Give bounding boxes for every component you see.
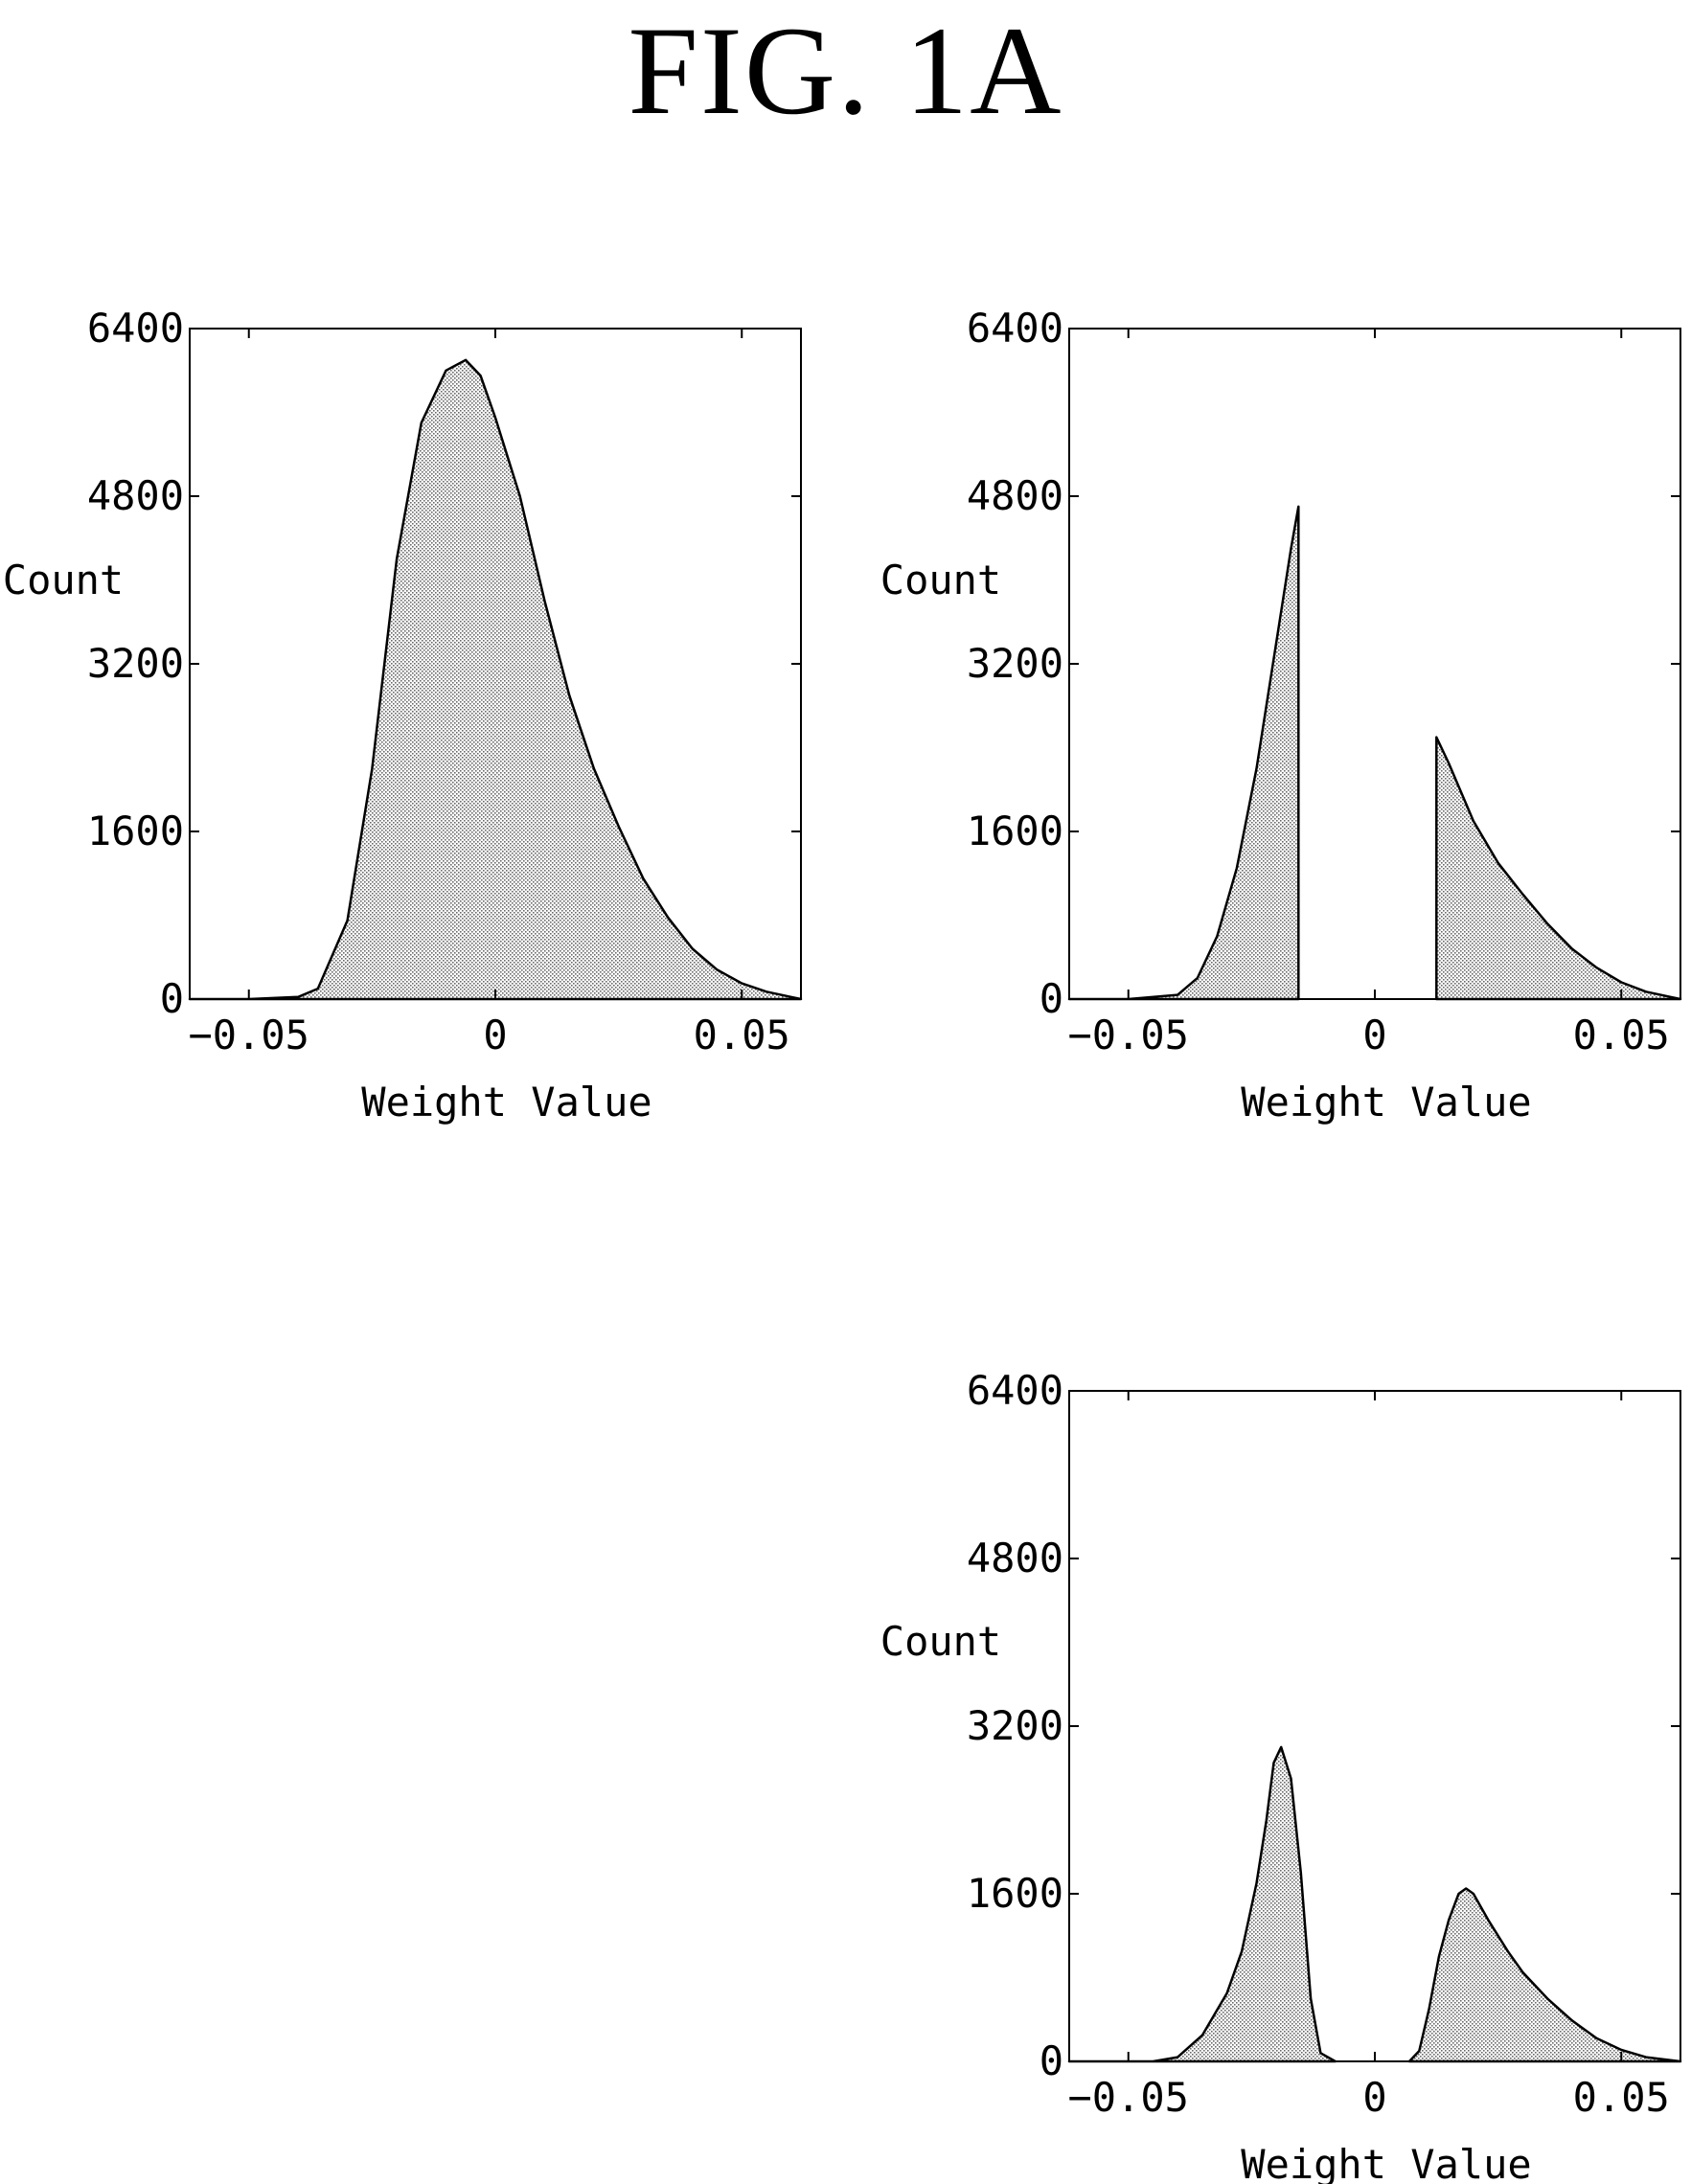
- y-tick-label: 4800: [87, 472, 184, 519]
- distribution-area-0: [188, 358, 803, 1001]
- x-tick-label: 0: [483, 1012, 507, 1058]
- y-tick-label: 0: [160, 975, 184, 1022]
- x-tick-label: −0.05: [189, 1012, 309, 1058]
- y-tick-label: 4800: [967, 472, 1063, 519]
- x-axis-label: Weight Value: [361, 1079, 651, 1126]
- x-tick-label: −0.05: [1068, 2074, 1189, 2121]
- x-axis-label: Weight Value: [1241, 2141, 1531, 2184]
- distribution-area-1: [1407, 1887, 1682, 2063]
- y-tick-label: 6400: [967, 1367, 1063, 1414]
- y-tick-label: 3200: [967, 640, 1063, 687]
- y-tick-label: 6400: [967, 305, 1063, 352]
- y-tick-label: 3200: [967, 1702, 1063, 1749]
- x-tick-label: 0.05: [694, 1012, 790, 1058]
- y-tick-label: 1600: [87, 808, 184, 854]
- x-tick-label: 0.05: [1573, 2074, 1670, 2121]
- y-tick-label: 0: [1040, 2037, 1063, 2084]
- y-tick-label: 1600: [967, 1870, 1063, 1917]
- y-tick-label: 1600: [967, 808, 1063, 854]
- distribution-area-0: [1067, 1745, 1337, 2063]
- axes-frame: [1068, 328, 1681, 1000]
- y-tick-label: 4800: [967, 1535, 1063, 1581]
- x-tick-label: −0.05: [1068, 1012, 1189, 1058]
- y-tick-label: 6400: [87, 305, 184, 352]
- axes-frame: [1068, 1390, 1681, 2062]
- distribution-area-1: [1435, 736, 1682, 1001]
- x-tick-label: 0: [1362, 2074, 1386, 2121]
- x-tick-label: 0: [1362, 1012, 1386, 1058]
- figure-title: FIG. 1A: [628, 0, 1063, 141]
- y-axis-label: Count: [880, 1618, 1001, 1665]
- y-axis-label: Count: [3, 557, 124, 603]
- y-tick-label: 3200: [87, 640, 184, 687]
- x-axis-label: Weight Value: [1241, 1079, 1531, 1126]
- y-axis-label: Count: [880, 557, 1001, 603]
- y-tick-label: 0: [1040, 975, 1063, 1022]
- x-tick-label: 0.05: [1573, 1012, 1670, 1058]
- distribution-area-0: [1067, 505, 1300, 1001]
